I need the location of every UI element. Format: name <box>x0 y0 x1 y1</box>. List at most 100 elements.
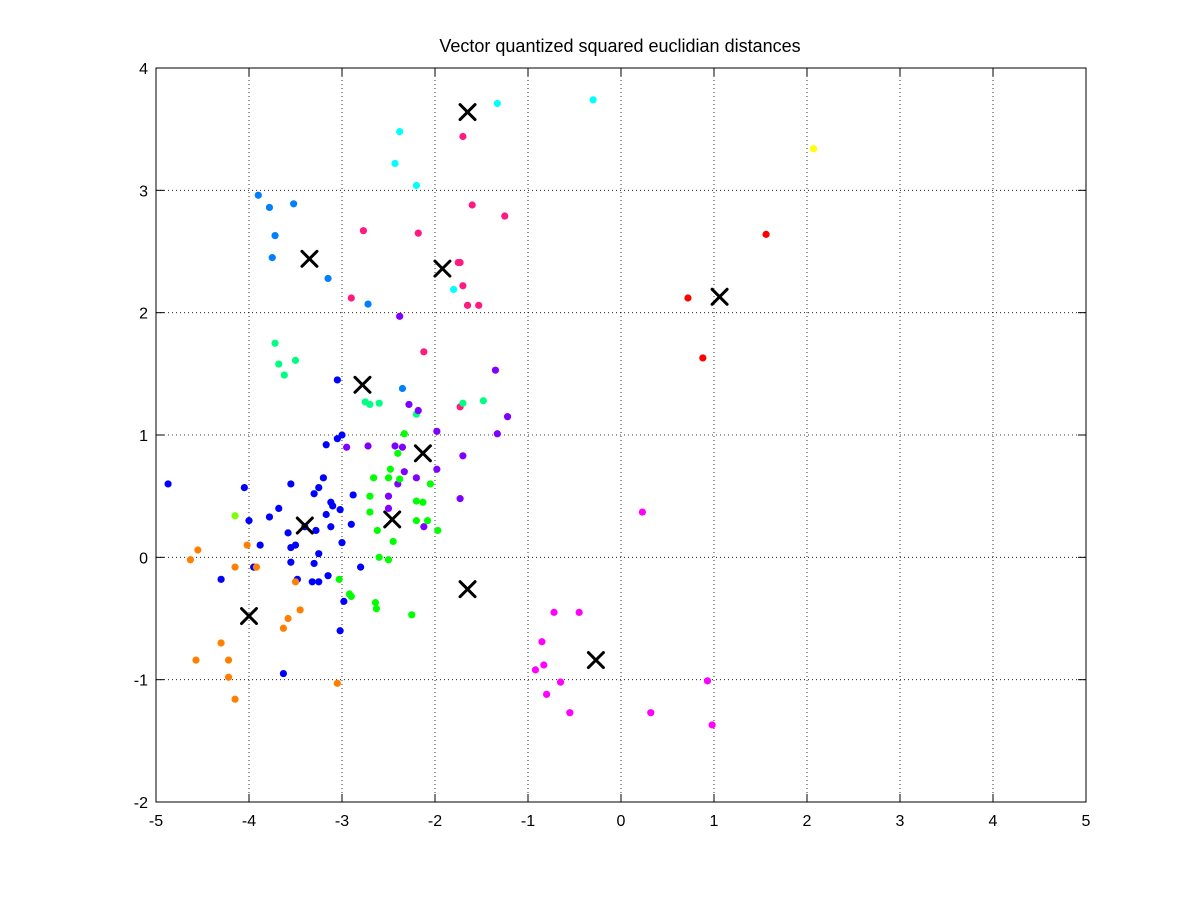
data-point <box>708 721 716 729</box>
centroid-stroke <box>353 375 372 394</box>
data-point <box>343 443 351 451</box>
grid-lines <box>156 68 1086 802</box>
data-point <box>419 498 427 506</box>
data-point <box>400 430 408 438</box>
data-point <box>275 504 283 512</box>
centroid-stroke <box>458 103 477 122</box>
data-point <box>550 608 558 616</box>
data-point <box>194 546 202 554</box>
data-point <box>370 474 378 482</box>
data-point <box>268 254 276 262</box>
y-tick-label: 1 <box>139 428 148 445</box>
centroid-stroke <box>586 651 605 670</box>
x-tick-label: -2 <box>428 813 442 830</box>
y-tick-label: 0 <box>139 550 148 567</box>
data-point <box>762 230 770 238</box>
x-tick-label: 2 <box>803 813 812 830</box>
data-point <box>375 399 383 407</box>
centroid-x-marker <box>433 259 452 278</box>
data-point <box>240 484 248 492</box>
data-point <box>493 99 501 108</box>
data-point <box>322 441 330 449</box>
data-point <box>556 678 565 686</box>
data-point <box>310 490 318 498</box>
data-point <box>186 556 195 564</box>
centroid-x-marker <box>295 516 314 535</box>
data-point <box>231 512 239 520</box>
data-point <box>265 513 274 521</box>
data-point <box>394 449 402 457</box>
x-tick-label: 0 <box>617 813 626 830</box>
data-point <box>703 677 712 685</box>
data-point <box>450 285 458 294</box>
data-point <box>468 201 476 209</box>
centroid-markers <box>240 103 729 670</box>
y-tick-label: 4 <box>139 61 148 78</box>
data-point <box>243 541 251 549</box>
data-point <box>315 550 323 558</box>
data-point <box>479 397 487 405</box>
data-point <box>324 572 332 580</box>
data-point <box>408 611 416 619</box>
data-point <box>396 128 404 136</box>
centroid-x-marker <box>458 580 477 599</box>
centroid-stroke <box>300 249 319 268</box>
data-point <box>335 575 343 583</box>
data-point <box>384 492 393 500</box>
data-point <box>684 294 692 302</box>
data-point <box>575 608 583 616</box>
x-tick-label: -5 <box>149 813 163 830</box>
data-point <box>336 506 344 514</box>
data-point <box>279 624 288 632</box>
data-point <box>412 517 420 525</box>
data-point <box>503 413 512 421</box>
data-point <box>271 339 279 347</box>
data-point <box>459 132 467 141</box>
data-point <box>315 484 323 492</box>
x-tick-label: 3 <box>896 813 905 830</box>
data-point <box>371 598 380 607</box>
data-point <box>287 480 295 488</box>
data-point <box>340 597 348 605</box>
data-point <box>414 229 422 237</box>
data-point <box>164 480 172 488</box>
data-point <box>412 497 420 505</box>
data-point <box>414 406 422 415</box>
data-point <box>217 575 225 583</box>
data-point <box>391 159 399 168</box>
data-point <box>308 578 316 586</box>
data-point <box>338 539 346 547</box>
data-point <box>364 300 372 308</box>
data-point <box>217 639 225 647</box>
x-tick-label: 4 <box>989 813 998 830</box>
y-tick-label: 3 <box>139 183 148 200</box>
x-tick-label: -4 <box>242 813 256 830</box>
data-point <box>420 523 428 531</box>
data-point <box>463 301 472 309</box>
data-point <box>384 504 393 512</box>
data-point <box>329 502 337 510</box>
data-point <box>456 258 464 267</box>
data-point <box>245 517 253 525</box>
data-point <box>357 563 365 571</box>
data-point <box>543 690 551 698</box>
data-point <box>256 541 264 549</box>
data-point <box>433 427 441 435</box>
y-tick-label: -2 <box>134 795 148 812</box>
data-point <box>412 474 420 482</box>
y-tick-labels: -2 -1 0 1 2 3 4 <box>134 61 148 812</box>
data-point <box>475 301 483 309</box>
y-tick-label: 2 <box>139 306 148 323</box>
x-tick-label: 5 <box>1082 813 1091 830</box>
data-point <box>372 605 381 613</box>
data-point <box>290 200 298 208</box>
data-point <box>540 661 548 669</box>
centroid-stroke <box>433 259 452 278</box>
centroid-x-marker <box>586 651 605 670</box>
data-point <box>389 537 397 546</box>
centroid-stroke <box>295 516 314 535</box>
centroid-x-marker <box>710 287 729 306</box>
data-point <box>426 480 434 488</box>
data-point <box>349 491 357 499</box>
data-point <box>366 508 374 516</box>
